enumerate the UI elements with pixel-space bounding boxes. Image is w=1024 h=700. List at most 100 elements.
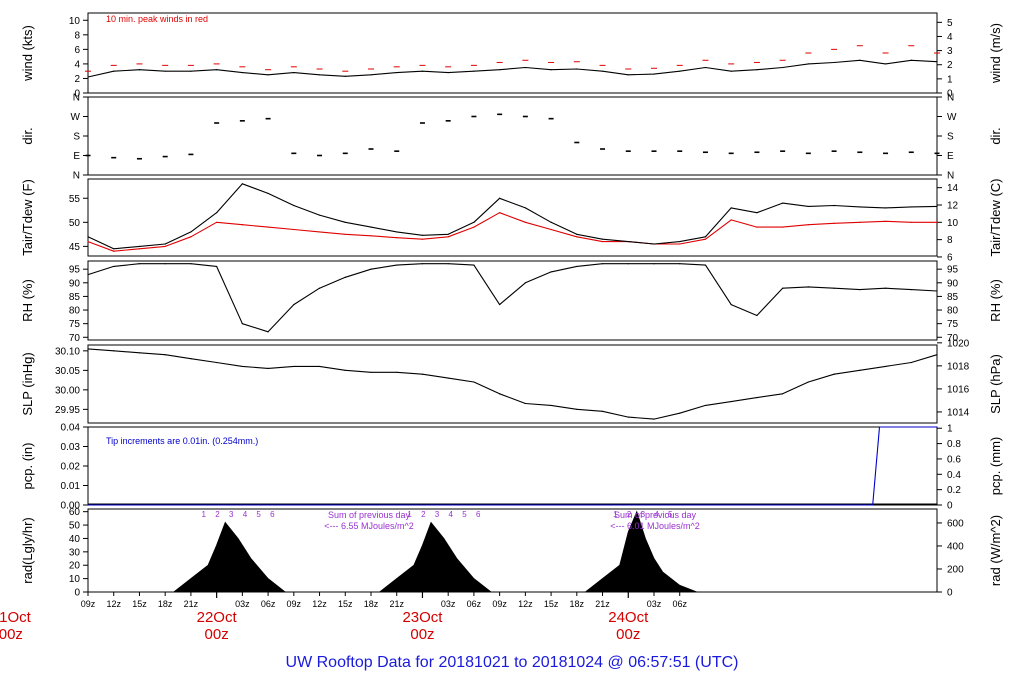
relative-humidity-series-point bbox=[833, 287, 835, 289]
rh-left-tick-label: 75 bbox=[69, 319, 81, 330]
air-temperature-series-point bbox=[756, 212, 758, 214]
wind-annotation: 10 min. peak winds in red bbox=[106, 14, 208, 24]
rh-right-tick-label: 90 bbox=[947, 278, 959, 289]
wind-speed-series-point bbox=[730, 70, 732, 72]
rh-y-axis-label: RH (%) bbox=[20, 279, 35, 322]
dewpoint-series-point bbox=[550, 228, 552, 231]
dewpoint-series-point bbox=[216, 221, 218, 223]
pressure-series-point bbox=[524, 402, 526, 405]
relative-humidity-series-point bbox=[164, 263, 166, 265]
wind-speed-series-point bbox=[396, 72, 398, 74]
wind-speed-series-point bbox=[113, 70, 115, 72]
wind-speed-series-point bbox=[499, 69, 501, 71]
time-tick-label: 03z bbox=[441, 599, 456, 609]
dewpoint-series-point bbox=[370, 235, 372, 237]
dir-left-tick-label: E bbox=[73, 151, 80, 162]
wind-left-tick-label: 0 bbox=[74, 89, 80, 100]
wind-right-tick-label: 1 bbox=[947, 74, 953, 85]
pressure-series-point bbox=[421, 373, 424, 375]
rad-left-tick-label: 60 bbox=[69, 507, 81, 518]
pressure-series-point bbox=[87, 348, 89, 350]
slp-right-y-axis-label: SLP (hPa) bbox=[988, 354, 1003, 414]
air-temperature-series-point bbox=[344, 221, 346, 223]
pcp-right-tick-label: 0.6 bbox=[947, 454, 961, 465]
wind-speed-series-point bbox=[627, 74, 629, 76]
temp-left-tick-label: 55 bbox=[69, 194, 81, 205]
air-temperature-series-point bbox=[524, 207, 526, 209]
precipitation-series-point bbox=[87, 504, 89, 506]
day-label: 21Oct bbox=[0, 609, 32, 626]
slp-left-tick-label: 30.00 bbox=[55, 385, 80, 396]
day-hour-label: 00z bbox=[205, 626, 229, 643]
dir-right-y-axis-label: dir. bbox=[988, 127, 1003, 144]
time-tick-label: 06z bbox=[261, 599, 276, 609]
air-temperature-series-point bbox=[370, 226, 372, 228]
rad-right-tick-label: 200 bbox=[947, 564, 964, 575]
relative-humidity-series-point bbox=[241, 323, 243, 325]
dewpoint-series-point bbox=[421, 238, 424, 240]
pressure-series-point bbox=[627, 416, 629, 418]
time-tick-label: 03z bbox=[647, 599, 662, 609]
wind-speed-series-point bbox=[87, 76, 89, 78]
temp-left-tick-label: 50 bbox=[69, 218, 81, 229]
pressure-series-point bbox=[344, 369, 346, 371]
relative-humidity-series-point bbox=[267, 331, 269, 333]
day-label: 24Oct bbox=[608, 609, 649, 626]
rad-hour-mark: 4 bbox=[449, 510, 454, 519]
pcp-left-tick-label: 0.03 bbox=[61, 442, 81, 453]
pressure-series-point bbox=[807, 381, 809, 383]
time-tick-label: 12z bbox=[518, 599, 533, 609]
dir-left-tick-label: S bbox=[73, 132, 80, 143]
wind-right-y-axis-label: wind (m/s) bbox=[988, 23, 1003, 84]
time-tick-label: 21z bbox=[389, 599, 404, 609]
rad-y-axis-label: rad(Lgly/hr) bbox=[20, 517, 35, 583]
dewpoint-series-point bbox=[293, 228, 295, 231]
slp-right-tick-label: 1020 bbox=[947, 338, 970, 349]
dewpoint-series-point bbox=[318, 231, 321, 233]
dir-right-tick-label: N bbox=[947, 171, 954, 182]
pressure-series-point bbox=[782, 393, 784, 395]
dewpoint-series-point bbox=[396, 237, 398, 239]
relative-humidity-series-point bbox=[910, 289, 912, 291]
dewpoint-series-point bbox=[859, 221, 861, 223]
air-temperature-series-point bbox=[936, 205, 938, 208]
pressure-series-point bbox=[138, 352, 141, 354]
precipitation-series-point bbox=[878, 426, 881, 428]
pressure-series-point bbox=[447, 377, 449, 379]
air-temperature-series-point bbox=[910, 206, 912, 208]
dewpoint-series-point bbox=[576, 236, 578, 238]
slp-right-tick-label: 1018 bbox=[947, 361, 970, 372]
air-temperature-series-point bbox=[241, 183, 243, 185]
relative-humidity-series-point bbox=[627, 263, 629, 265]
dewpoint-series-point bbox=[730, 219, 732, 221]
pressure-series-point bbox=[473, 381, 475, 383]
rad-hour-mark: 5 bbox=[256, 510, 261, 519]
temp-left-tick-label: 45 bbox=[69, 242, 81, 253]
air-temperature-series-point bbox=[550, 221, 552, 223]
relative-humidity-series-point bbox=[730, 303, 732, 306]
air-temperature-series-point bbox=[627, 240, 629, 243]
dewpoint-series-point bbox=[344, 233, 346, 235]
wind-right-tick-label: 5 bbox=[947, 18, 953, 29]
relative-humidity-series-point bbox=[576, 265, 578, 268]
pressure-series-point bbox=[550, 404, 552, 407]
pressure-series-point bbox=[113, 350, 115, 352]
air-temperature-series-point bbox=[318, 214, 321, 216]
time-tick-label: 03z bbox=[235, 599, 250, 609]
relative-humidity-series-point bbox=[807, 286, 809, 288]
air-temperature-series-point bbox=[833, 204, 835, 207]
dewpoint-series-point bbox=[884, 220, 887, 222]
wind-speed-series-point bbox=[267, 74, 269, 76]
relative-humidity-series-point bbox=[653, 263, 655, 265]
time-tick-label: 12z bbox=[312, 599, 327, 609]
time-tick-label: 12z bbox=[106, 599, 121, 609]
rad-left-tick-label: 10 bbox=[69, 574, 81, 585]
pressure-series-point bbox=[601, 410, 604, 412]
wind-speed-series-point bbox=[601, 70, 604, 72]
chart-title: UW Rooftop Data for 20181021 to 20181024… bbox=[286, 654, 739, 671]
rad-sum-label: Sum of previous day bbox=[614, 510, 697, 520]
dewpoint-series bbox=[87, 212, 937, 252]
rh-right-y-axis-label: RH (%) bbox=[988, 279, 1003, 322]
dewpoint-series-point bbox=[833, 222, 835, 224]
relative-humidity-series-point bbox=[113, 265, 115, 268]
